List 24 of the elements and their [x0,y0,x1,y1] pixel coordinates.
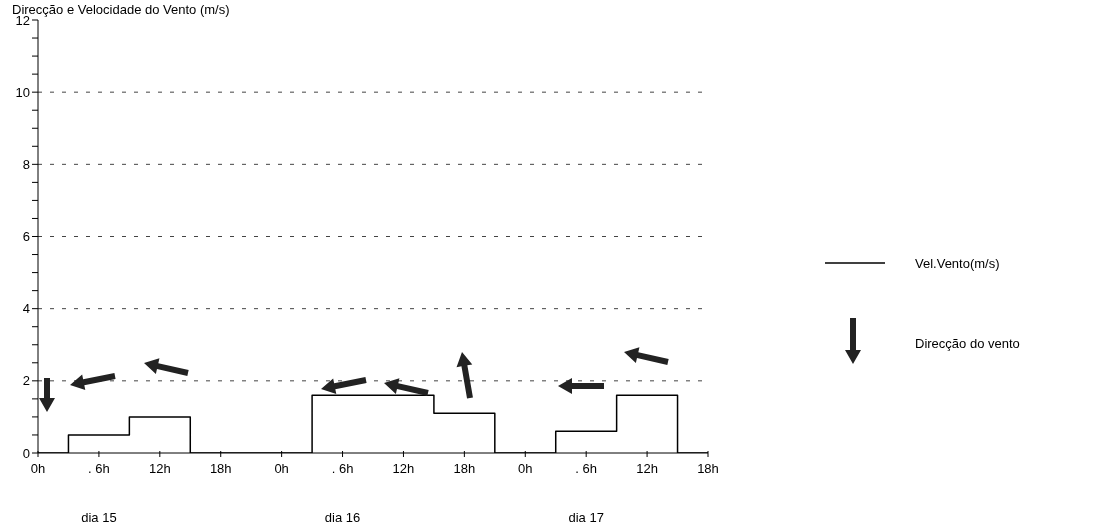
y-tick-label: 6 [22,229,30,245]
x-tick-label: 0h [518,461,533,476]
legend-label: Vel.Vento(m/s) [915,255,1000,271]
y-tick-label: 2 [22,373,30,389]
text: dia 17 [567,510,605,525]
x-tick-label: . 6h [331,461,354,476]
x-tick-label: . 6h [88,461,110,476]
x-tick-label: 18h [453,461,476,476]
text: dia 15 [80,510,118,525]
x-tick-label: 12h [392,461,415,476]
chart-title: Direcção e Velocidade do Vento (m/s) [12,2,230,17]
x-tick-label: 0h [30,461,46,476]
y-tick-label: 0 [22,445,30,461]
y-tick-label: 4 [22,301,30,317]
text: Direcção do vento [915,336,1020,351]
y-tick-label: 8 [22,156,30,172]
x-tick-label: . 6h [575,461,598,476]
x-tick-label: 12h [636,461,658,476]
x-tick-label: 18h [209,461,232,476]
y-tick-label: 10 [15,84,30,100]
text: dia 16 [323,510,362,525]
x-tick-label: 0h [274,461,289,476]
x-tick-label: 18h [697,461,719,476]
x-tick-label: 12h [148,461,171,476]
